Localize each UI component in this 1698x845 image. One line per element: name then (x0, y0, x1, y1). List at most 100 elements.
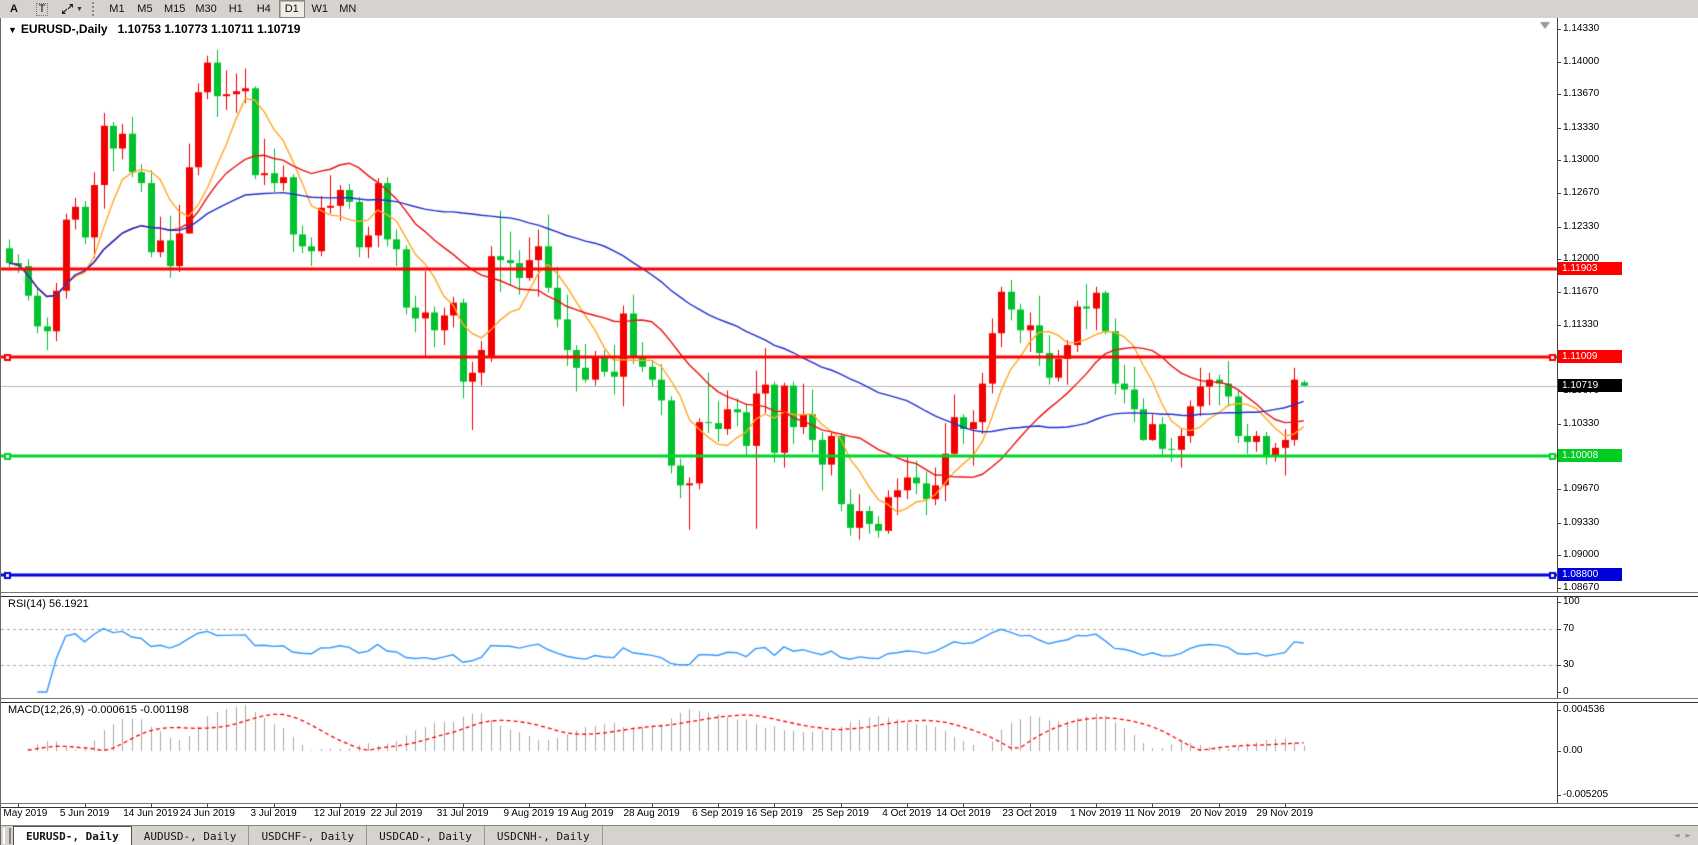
hline-price-tag: 1.10008 (1558, 448, 1622, 462)
rsi-tick-mark (1557, 692, 1561, 693)
date-tick-mark (463, 804, 464, 807)
date-axis-label: 16 Sep 2019 (746, 808, 803, 819)
diagonal-arrows-icon (62, 4, 73, 14)
tab-usdcnh[interactable]: USDCNH-, Daily (485, 826, 603, 845)
price-axis-line (1557, 18, 1558, 804)
price-tick-label: 1.08670 (1563, 582, 1600, 594)
date-axis-label: 19 Aug 2019 (557, 808, 614, 819)
tab-scroll-right-icon[interactable]: ► (1685, 831, 1691, 841)
timeframe-group: M1 M5 M15 M30 H1 H4 D1 W1 MN (103, 0, 362, 18)
price-tick-label: 1.12670 (1563, 186, 1600, 198)
date-tick-mark (652, 804, 653, 807)
rsi-tick-mark (1557, 602, 1561, 603)
text-tool-button[interactable]: T (29, 0, 55, 18)
price-tick-mark (1557, 292, 1561, 293)
date-axis-label: 11 Nov 2019 (1124, 808, 1181, 819)
price-tick-label: 1.13670 (1563, 88, 1600, 100)
rsi-tick-label: 100 (1563, 596, 1580, 607)
price-tick-label: 1.14000 (1563, 55, 1600, 67)
tabs-container: EURUSD-, Daily AUDUSD-, Daily USDCHF-, Dai… (13, 826, 603, 845)
price-tick-label: 1.09330 (1563, 516, 1600, 528)
chart-tab-bar: EURUSD-, Daily AUDUSD-, Daily USDCHF-, Dai… (1, 825, 1698, 845)
date-tick-mark (1219, 804, 1220, 807)
timeframe-w1-button[interactable]: W1 (311, 3, 329, 15)
price-tick-mark (1557, 325, 1561, 326)
macd-tick-label: 0.004536 (1563, 704, 1605, 715)
arrow-tool-button[interactable]: A (10, 3, 18, 15)
macd-indicator-label: MACD(12,26,9) -0.000615 -0.001198 (8, 704, 189, 716)
tab-bar-grip (3, 828, 11, 844)
tab-audusd[interactable]: AUDUSD-, Daily (132, 826, 250, 845)
tab-usdcad[interactable]: USDCAD-, Daily (367, 826, 485, 845)
chart-symbol-label: EURUSD-,Daily (20, 22, 108, 36)
price-tick-mark (1557, 523, 1561, 524)
price-tick-label: 1.12330 (1563, 220, 1600, 232)
price-tick-mark (1557, 62, 1561, 63)
price-tick-mark (1557, 424, 1561, 425)
rsi-tick-label: 70 (1563, 623, 1575, 634)
date-axis-label: 5 Jun 2019 (59, 808, 110, 819)
timeframe-d1-button[interactable]: D1 (278, 0, 305, 18)
timeframe-m5-button[interactable]: M5 (137, 3, 153, 15)
date-axis-label: 14 Oct 2019 (936, 808, 991, 819)
price-tick-label: 1.09670 (1563, 483, 1600, 495)
price-tick-label: 1.14330 (1563, 23, 1600, 34)
date-tick-mark (718, 804, 719, 807)
chevron-down-icon: ▼ (76, 5, 83, 13)
date-axis-label: 28 Aug 2019 (623, 808, 680, 819)
date-axis-label: 1 Nov 2019 (1070, 808, 1122, 819)
timeframe-m1-button[interactable]: M1 (109, 3, 125, 15)
rsi-tick-label: 0 (1563, 686, 1569, 697)
date-axis-label: 31 Jul 2019 (436, 808, 489, 819)
date-tick-mark (1152, 804, 1153, 807)
timeframe-h4-button[interactable]: H4 (256, 3, 271, 15)
price-tick-mark (1557, 128, 1561, 129)
pane-separator-rsi-macd[interactable] (1, 698, 1698, 703)
price-tick-label: 1.12000 (1563, 253, 1600, 265)
date-axis-label: 25 Sep 2019 (812, 808, 869, 819)
price-tick-mark (1557, 259, 1561, 260)
macd-tick-mark (1557, 795, 1561, 796)
hline-price-tag: 1.11009 (1558, 350, 1622, 364)
date-tick-mark (18, 804, 19, 807)
chart-menu-icon[interactable]: ▼ (8, 25, 17, 35)
price-tick-mark (1557, 193, 1561, 194)
timeframe-mn-button[interactable]: MN (339, 3, 357, 15)
pane-separator-main-rsi[interactable] (1, 592, 1698, 597)
date-axis-label: 6 Sep 2019 (692, 808, 744, 819)
toolbar: A T ▼ M1 M5 M15 M30 H1 H4 D1 W1 MN (0, 0, 1698, 19)
timeframe-h1-button[interactable]: H1 (228, 3, 243, 15)
date-tick-mark (396, 804, 397, 807)
date-tick-mark (774, 804, 775, 807)
chart-ohlc-values: 1.10753 1.10773 1.10711 1.10719 (117, 22, 301, 36)
rsi-tick-mark (1557, 629, 1561, 630)
macd-tick-mark (1557, 751, 1561, 752)
pointer-tool-button[interactable]: ▼ (57, 0, 87, 18)
date-axis-label: 23 Oct 2019 (1002, 808, 1057, 819)
timeframe-m15-button[interactable]: M15 (163, 3, 186, 15)
price-tick-mark (1557, 489, 1561, 490)
price-tick-mark (1557, 227, 1561, 228)
tab-scroll-left-icon[interactable]: ◄ (1674, 831, 1680, 841)
price-tick-label: 1.11670 (1563, 285, 1599, 297)
tab-usdchf[interactable]: USDCHF-, Daily (249, 826, 368, 845)
date-tick-mark (85, 804, 86, 807)
date-tick-mark (207, 804, 208, 807)
hline-price-tag: 1.11903 (1558, 261, 1622, 275)
current-price-tag: 1.10719 (1558, 378, 1622, 392)
tab-eurusd[interactable]: EURUSD-, Daily (13, 826, 132, 845)
date-axis[interactable] (1, 804, 1698, 825)
chart-canvas[interactable] (1, 18, 1698, 845)
price-tick-mark (1557, 29, 1561, 30)
date-tick-mark (274, 804, 275, 807)
date-axis-label: 24 Jun 2019 (179, 808, 235, 819)
date-axis-label: 20 Nov 2019 (1190, 808, 1247, 819)
price-tick-label: 1.09000 (1563, 549, 1600, 561)
date-axis-label: 4 Oct 2019 (882, 808, 932, 819)
chart-title: ▼ EURUSD-,Daily 1.10753 1.10773 1.10711 1.… (8, 22, 300, 36)
rsi-indicator-label: RSI(14) 56.1921 (8, 598, 89, 610)
date-tick-mark (529, 804, 530, 807)
date-axis-label: 12 Jul 2019 (313, 808, 366, 819)
timeframe-m30-button[interactable]: M30 (195, 3, 217, 15)
